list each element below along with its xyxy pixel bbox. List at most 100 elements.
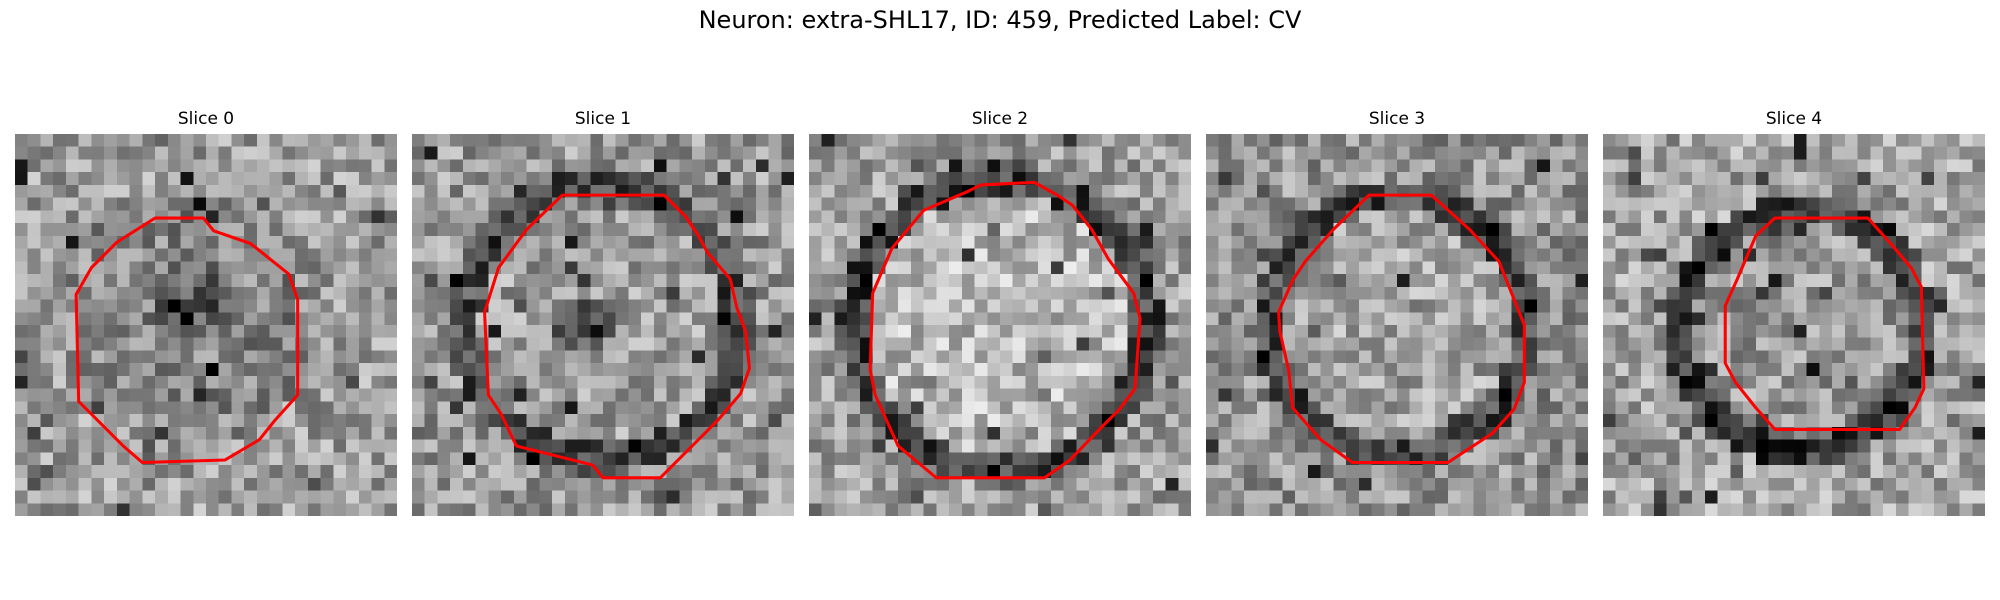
pixel <box>1883 312 1897 326</box>
pixel <box>628 286 642 300</box>
pixel <box>1397 503 1410 516</box>
pixel <box>1692 274 1706 288</box>
pixel <box>450 325 464 338</box>
pixel <box>1946 261 1960 275</box>
pixel <box>1959 159 1973 173</box>
pixel <box>847 503 861 516</box>
pixel <box>577 363 591 377</box>
pixel <box>269 248 283 262</box>
pixel <box>1346 159 1360 173</box>
pixel <box>936 350 950 364</box>
pixel <box>424 350 438 364</box>
pixel <box>142 248 156 262</box>
pixel <box>1435 350 1449 364</box>
pixel <box>1384 197 1398 211</box>
pixel <box>936 274 950 288</box>
pixel <box>961 426 975 440</box>
pixel <box>412 248 425 262</box>
pixel <box>603 223 616 237</box>
pixel <box>847 184 861 198</box>
pixel <box>358 159 372 173</box>
pixel <box>847 477 861 491</box>
pixel <box>1806 235 1820 249</box>
pixel <box>1730 184 1744 198</box>
pixel <box>552 286 566 300</box>
pixel <box>717 452 731 466</box>
slice-image-3 <box>1206 134 1588 516</box>
pixel <box>307 426 321 440</box>
pixel <box>1409 477 1423 491</box>
pixel <box>872 299 886 313</box>
pixel <box>768 477 782 491</box>
pixel <box>1127 452 1141 466</box>
pixel <box>371 134 385 147</box>
pixel <box>1358 388 1372 402</box>
pixel <box>1653 414 1667 428</box>
pixel <box>40 375 54 389</box>
pixel <box>755 426 769 440</box>
pixel <box>488 503 502 516</box>
pixel <box>1038 210 1052 224</box>
pixel <box>910 248 924 262</box>
pixel <box>1959 210 1973 224</box>
pixel <box>1435 286 1449 300</box>
pixel <box>1653 286 1667 300</box>
pixel <box>1692 465 1706 479</box>
pixel <box>206 261 219 275</box>
pixel <box>1140 172 1154 186</box>
slice-panel-2: Slice 2 <box>809 106 1191 516</box>
pixel <box>1358 414 1372 428</box>
pixel <box>1908 248 1922 262</box>
pixel <box>872 325 886 338</box>
pixel <box>358 184 372 198</box>
pixel <box>834 426 848 440</box>
pixel <box>1218 350 1232 364</box>
pixel <box>320 452 334 466</box>
pixel <box>1768 325 1782 338</box>
pixel <box>1883 197 1897 211</box>
pixel <box>1603 159 1616 173</box>
pixel <box>104 184 118 198</box>
pixel <box>129 312 143 326</box>
pixel <box>320 375 334 389</box>
pixel <box>513 490 527 504</box>
pixel <box>1076 490 1090 504</box>
pixel <box>1743 286 1757 300</box>
pixel <box>1063 350 1077 364</box>
pixel <box>615 223 629 237</box>
pixel <box>987 465 1001 479</box>
pixel <box>1562 388 1576 402</box>
pixel <box>1473 286 1487 300</box>
pixel <box>704 490 718 504</box>
pixel <box>768 159 782 173</box>
pixel <box>358 146 372 160</box>
pixel <box>885 210 899 224</box>
pixel <box>1076 325 1090 338</box>
pixel <box>1447 159 1461 173</box>
pixel <box>1101 452 1115 466</box>
pixel <box>384 388 397 402</box>
pixel <box>859 146 873 160</box>
pixel <box>1295 223 1309 237</box>
pixel <box>1422 401 1436 415</box>
pixel <box>155 465 169 479</box>
pixel <box>450 274 464 288</box>
pixel <box>333 274 347 288</box>
pixel <box>1768 465 1782 479</box>
pixel <box>1921 210 1935 224</box>
pixel <box>743 134 757 147</box>
pixel <box>501 312 515 326</box>
pixel <box>1114 363 1128 377</box>
pixel <box>1628 197 1642 211</box>
pixel <box>539 286 553 300</box>
pixel <box>755 210 769 224</box>
pixel <box>1575 337 1588 351</box>
pixel <box>1549 375 1563 389</box>
pixel <box>1384 274 1398 288</box>
pixel <box>1549 325 1563 338</box>
pixel <box>1063 426 1077 440</box>
pixel <box>142 159 156 173</box>
pixel <box>1127 388 1141 402</box>
pixel <box>1844 274 1858 288</box>
pixel <box>1101 337 1115 351</box>
